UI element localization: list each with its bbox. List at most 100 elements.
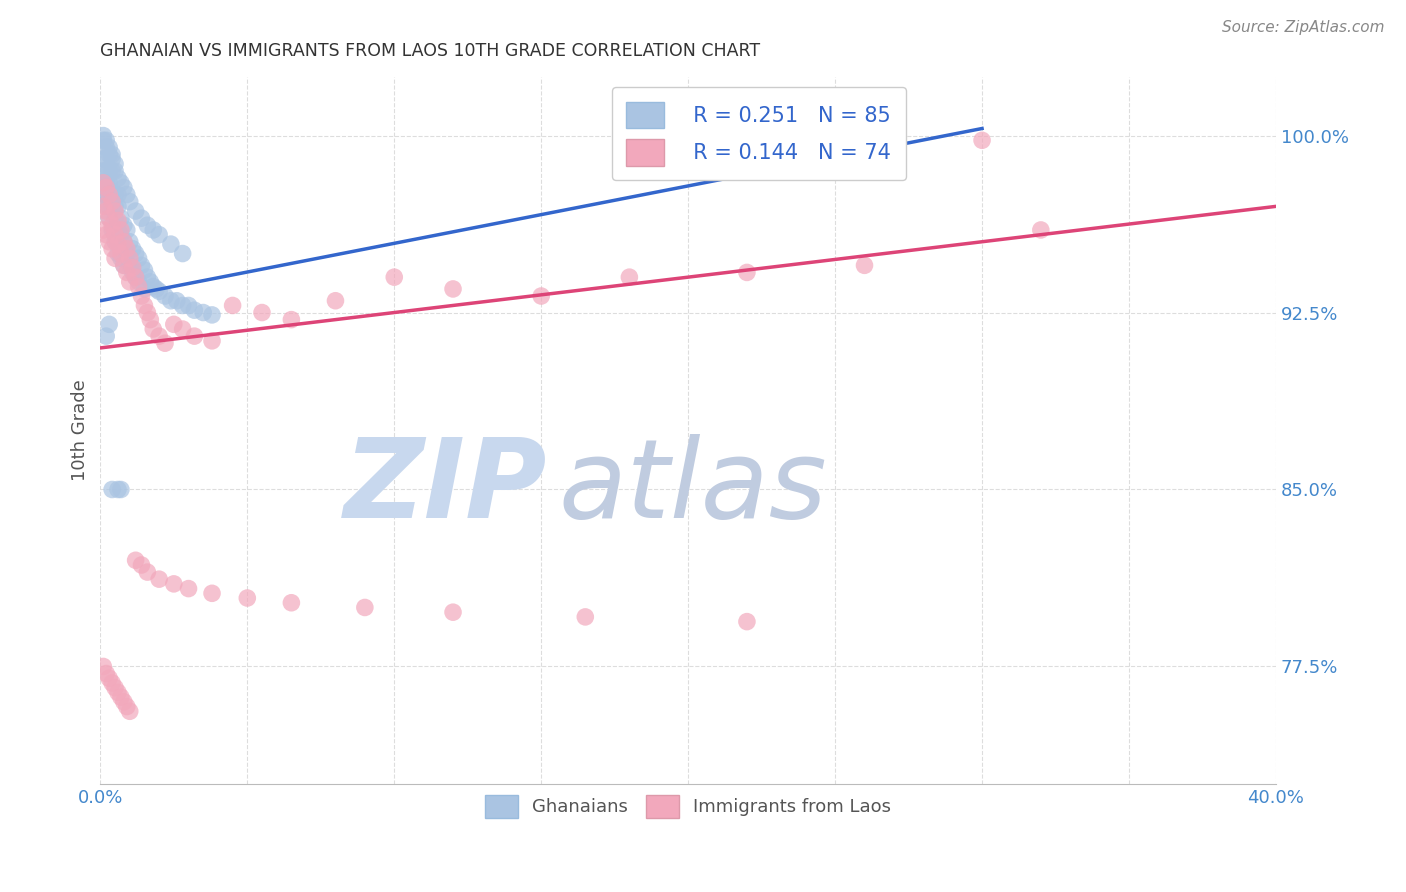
Point — [128, 252, 150, 266]
Point — [107, 685, 129, 699]
Point — [112, 180, 135, 194]
Point — [91, 164, 114, 178]
Point — [101, 164, 124, 178]
Point — [153, 289, 176, 303]
Point — [325, 293, 347, 308]
Point — [101, 483, 124, 497]
Point — [96, 187, 118, 202]
Point — [124, 270, 146, 285]
Point — [98, 211, 121, 226]
Point — [107, 171, 129, 186]
Point — [145, 282, 167, 296]
Point — [96, 164, 118, 178]
Point — [160, 237, 183, 252]
Point — [101, 199, 124, 213]
Point — [136, 305, 159, 319]
Point — [136, 219, 159, 233]
Point — [735, 615, 758, 629]
Point — [148, 572, 170, 586]
Point — [96, 152, 118, 166]
Point — [91, 659, 114, 673]
Point — [110, 176, 132, 190]
Text: atlas: atlas — [558, 434, 828, 541]
Point — [172, 322, 194, 336]
Point — [177, 582, 200, 596]
Point — [112, 258, 135, 272]
Point — [104, 211, 127, 226]
Point — [115, 223, 138, 237]
Point — [98, 140, 121, 154]
Point — [574, 610, 596, 624]
Point — [107, 237, 129, 252]
Point — [110, 223, 132, 237]
Point — [354, 600, 377, 615]
Point — [163, 577, 186, 591]
Point — [104, 227, 127, 242]
Point — [104, 164, 127, 178]
Point — [128, 279, 150, 293]
Point — [91, 187, 114, 202]
Point — [91, 176, 114, 190]
Point — [131, 558, 153, 572]
Point — [101, 676, 124, 690]
Point — [96, 199, 118, 213]
Point — [98, 176, 121, 190]
Point — [1029, 223, 1052, 237]
Point — [101, 223, 124, 237]
Point — [98, 164, 121, 178]
Point — [104, 252, 127, 266]
Point — [853, 258, 876, 272]
Point — [115, 187, 138, 202]
Point — [183, 303, 205, 318]
Point — [148, 329, 170, 343]
Point — [91, 199, 114, 213]
Point — [201, 334, 224, 348]
Point — [101, 187, 124, 202]
Point — [124, 246, 146, 260]
Point — [96, 227, 118, 242]
Point — [107, 213, 129, 227]
Point — [128, 275, 150, 289]
Point — [970, 133, 993, 147]
Point — [101, 147, 124, 161]
Point — [121, 242, 143, 256]
Point — [115, 242, 138, 256]
Point — [98, 187, 121, 202]
Point — [112, 235, 135, 249]
Point — [104, 187, 127, 202]
Point — [139, 275, 162, 289]
Point — [193, 305, 215, 319]
Point — [112, 695, 135, 709]
Point — [382, 270, 405, 285]
Point — [96, 140, 118, 154]
Point — [735, 265, 758, 279]
Point — [96, 176, 118, 190]
Point — [112, 235, 135, 249]
Point — [115, 246, 138, 260]
Point — [142, 322, 165, 336]
Point — [131, 211, 153, 226]
Point — [110, 252, 132, 266]
Point — [96, 666, 118, 681]
Point — [201, 308, 224, 322]
Point — [107, 223, 129, 237]
Point — [280, 312, 302, 326]
Point — [110, 227, 132, 242]
Point — [118, 252, 141, 266]
Point — [110, 246, 132, 260]
Point — [118, 194, 141, 209]
Legend: Ghanaians, Immigrants from Laos: Ghanaians, Immigrants from Laos — [478, 788, 898, 825]
Point — [98, 235, 121, 249]
Point — [221, 298, 243, 312]
Point — [98, 211, 121, 226]
Point — [104, 235, 127, 249]
Point — [142, 223, 165, 237]
Y-axis label: 10th Grade: 10th Grade — [72, 380, 89, 482]
Point — [96, 180, 118, 194]
Point — [160, 293, 183, 308]
Point — [110, 211, 132, 226]
Point — [115, 265, 138, 279]
Point — [112, 258, 135, 272]
Point — [118, 258, 141, 272]
Point — [136, 565, 159, 579]
